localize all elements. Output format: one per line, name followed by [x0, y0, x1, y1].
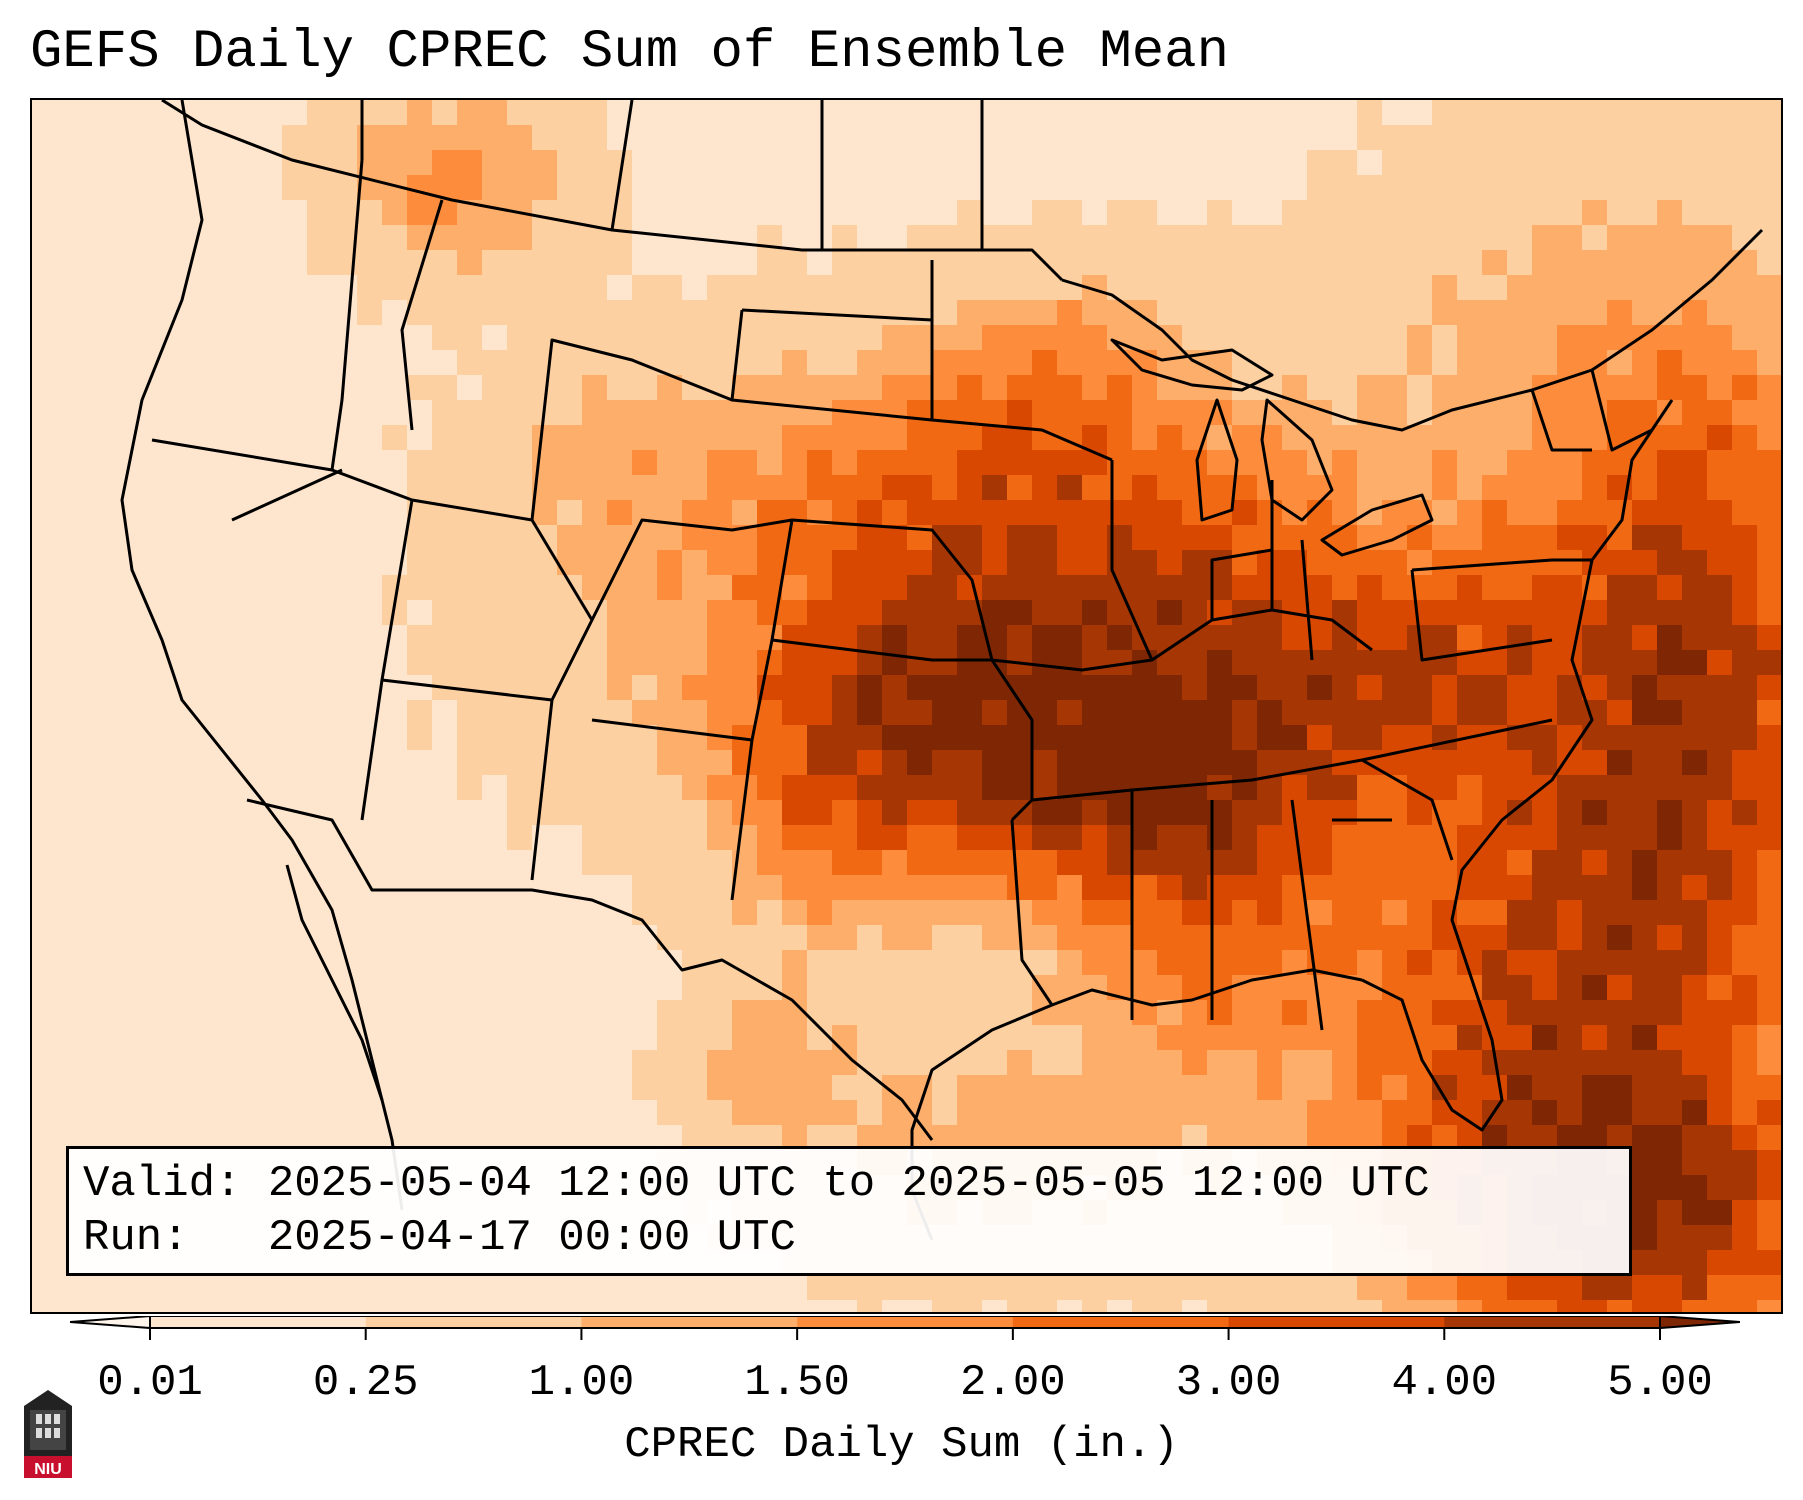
colorbar-segment [581, 1316, 798, 1328]
boundary-line [1210, 548, 1273, 620]
boundary-line [151, 438, 533, 522]
colorbar [70, 1316, 1740, 1340]
colorbar-segment [797, 1316, 1014, 1328]
boundary-line [1300, 539, 1314, 661]
colorbar-extend-max [1659, 1316, 1740, 1330]
boundary-line [741, 308, 933, 322]
valid-line: Valid: 2025-05-04 12:00 UTC to 2025-05-0… [83, 1157, 1615, 1211]
boundary-line [161, 100, 1064, 282]
boundary-line [285, 864, 384, 1101]
colorbar-tick-label: 1.00 [528, 1358, 635, 1408]
boundary-line [1530, 389, 1592, 452]
boundary-line [1031, 718, 1553, 802]
colorbar-extend-min [70, 1316, 151, 1330]
boundary-line [1110, 338, 1274, 392]
boundary-line [1010, 819, 1054, 1006]
boundary-line [730, 739, 754, 901]
boundary-line [530, 309, 744, 521]
boundary-line [1010, 798, 1034, 822]
colorbar-tick-label: 3.00 [1175, 1358, 1282, 1408]
boundary-line [1290, 799, 1324, 1031]
boundary-line [120, 100, 404, 1211]
colorbar-tick-label: 4.00 [1391, 1358, 1498, 1408]
logo-text: NIU [34, 1461, 62, 1478]
run-value: 2025-04-17 00:00 UTC [267, 1213, 796, 1263]
boundary-line [530, 699, 554, 881]
boundary-line [400, 199, 444, 431]
university-tower-icon: NIU [24, 1390, 72, 1478]
boundary-line [1260, 398, 1334, 522]
run-line: Run: 2025-04-17 00:00 UTC [83, 1211, 1615, 1265]
colorbar-segment [150, 1316, 367, 1328]
colorbar-segment [1012, 1316, 1230, 1328]
colorbar-tick-label: 2.00 [960, 1358, 1066, 1408]
colorbar-segment [365, 1316, 582, 1328]
boundary-line [1410, 569, 1553, 662]
colorbar-segment [1228, 1316, 1445, 1328]
boundary-line [791, 518, 994, 661]
run-info-box: Valid: 2025-05-04 12:00 UTC to 2025-05-0… [66, 1146, 1632, 1276]
valid-label: Valid: [83, 1159, 242, 1209]
boundary-line [246, 798, 934, 1141]
boundary-line [360, 679, 384, 821]
colorbar-label: CPREC Daily Sum (in.) [624, 1420, 1179, 1470]
boundary-line [1361, 758, 1454, 861]
boundary-line [1590, 369, 1653, 452]
boundary-line [1061, 278, 1593, 432]
colorbar-tick-label: 1.50 [744, 1358, 850, 1408]
page-title: GEFS Daily CPREC Sum of Ensemble Mean [30, 22, 1229, 83]
colorbar-tick-label: 0.25 [312, 1358, 419, 1408]
precipitation-map [32, 100, 1781, 1312]
boundary-line [610, 100, 634, 231]
boundary-line [1195, 398, 1239, 522]
boundary-line [731, 398, 1113, 462]
boundary-line [1320, 493, 1434, 557]
precip-field [32, 100, 1781, 1312]
boundary-line [330, 159, 364, 471]
boundary-line [1411, 558, 1592, 572]
state-borders [120, 100, 1764, 1241]
colorbar-tick-label: 0.01 [97, 1358, 203, 1408]
boundary-line [1110, 460, 1154, 661]
run-label: Run: [83, 1213, 189, 1263]
colorbar-tick-label: 5.00 [1607, 1358, 1713, 1408]
boundary-line [910, 968, 1363, 1241]
map-panel [30, 98, 1783, 1314]
colorbar-segment [1444, 1316, 1661, 1328]
valid-value: 2025-05-04 12:00 UTC to 2025-05-05 12:00… [267, 1159, 1430, 1209]
boundary-line [231, 468, 343, 522]
